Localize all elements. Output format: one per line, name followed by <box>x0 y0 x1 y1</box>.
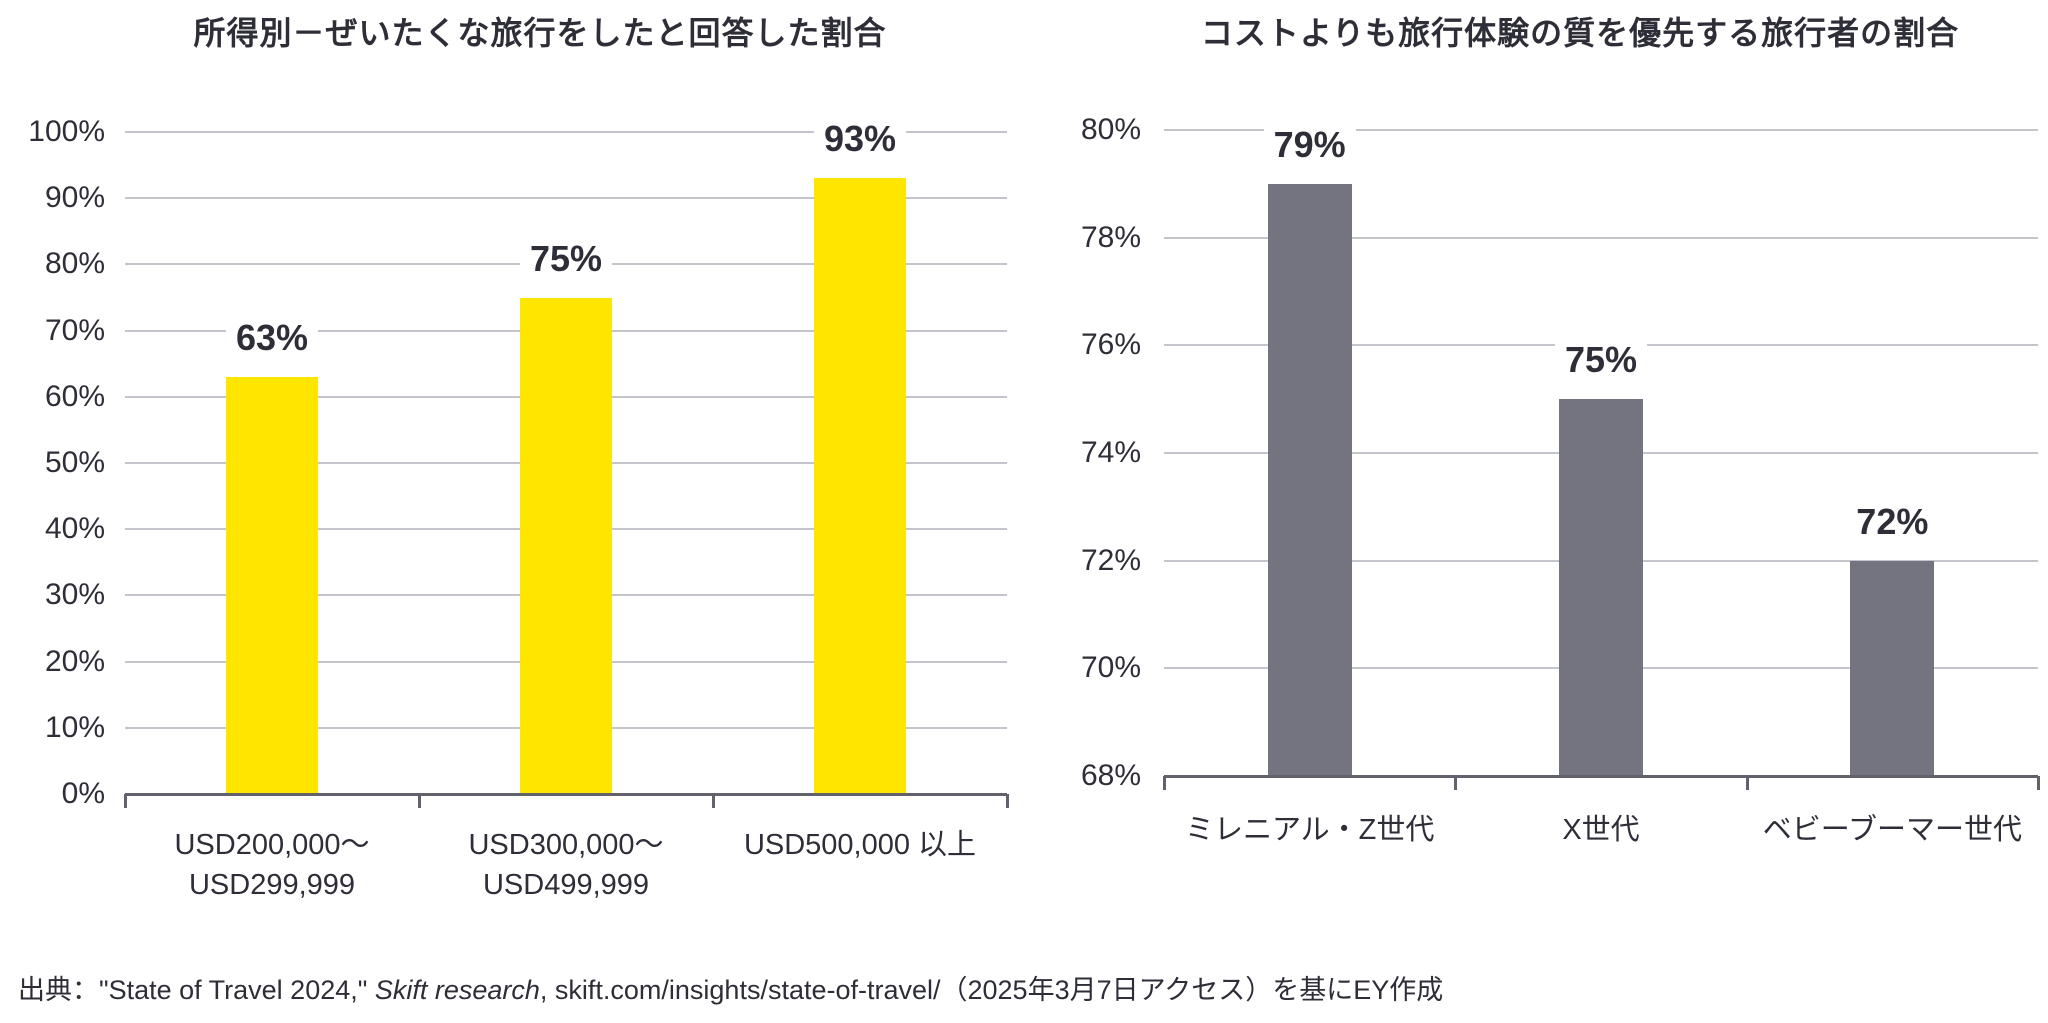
gridline <box>1164 236 2038 239</box>
y-axis-label: 90% <box>44 181 105 215</box>
bar <box>814 178 906 794</box>
bar-value-label: 72% <box>1846 502 1939 541</box>
category-label: ベビーブーマー世代 <box>1762 814 2022 846</box>
axis-tick <box>1745 776 1749 790</box>
gridline <box>125 197 1007 200</box>
bar <box>1559 399 1643 776</box>
y-axis-label: 10% <box>44 710 105 744</box>
source-publication: Skift research <box>374 975 540 1005</box>
bar <box>1850 560 1935 776</box>
gridline <box>125 131 1007 133</box>
y-axis-label: 50% <box>44 446 105 479</box>
bar <box>1267 183 1352 776</box>
y-axis-label: 40% <box>44 512 105 546</box>
category-label: X世代 <box>1562 814 1640 846</box>
source-text-suffix: , skift.com/insights/state-of-travel/（20… <box>539 975 1444 1005</box>
y-axis-label: 78% <box>1080 220 1141 254</box>
source-text-prefix: 出典："State of Travel 2024," <box>18 975 375 1005</box>
axis-tick <box>712 794 715 808</box>
bar <box>226 376 318 794</box>
category-label: ミレニアル・Z世代 <box>1184 814 1435 846</box>
y-axis-label: 70% <box>1080 651 1141 685</box>
y-axis-label: 80% <box>1080 113 1141 146</box>
source-note: 出典："State of Travel 2024," Skift researc… <box>18 968 1443 1007</box>
axis-tick <box>124 794 127 808</box>
axis-tick <box>1454 776 1458 790</box>
bar-value-label: 93% <box>813 120 907 159</box>
x-axis-line <box>1164 775 2038 778</box>
category-label: USD300,000～ USD499,999 <box>468 829 664 901</box>
y-axis-label: 60% <box>44 379 105 413</box>
y-axis-label: 80% <box>44 247 105 281</box>
bar-value-label: 63% <box>225 318 319 357</box>
y-axis-label: 70% <box>44 313 105 347</box>
category-label: USD200,000～ USD299,999 <box>174 829 370 901</box>
gridline <box>1164 129 2038 131</box>
x-axis-line <box>125 793 1007 796</box>
bar-value-label: 75% <box>1554 341 1648 380</box>
y-axis-label: 68% <box>1080 759 1141 792</box>
right-chart-title: コストよりも旅行体験の質を優先する旅行者の割合 <box>1200 15 1960 51</box>
y-axis-label: 20% <box>44 644 105 678</box>
left-chart-title: 所得別－ぜいたくな旅行をしたと回答した割合 <box>193 15 887 51</box>
category-label: USD500,000 以上 <box>743 829 977 861</box>
y-axis-label: 74% <box>1080 436 1141 469</box>
bar-value-label: 75% <box>519 239 613 278</box>
axis-tick <box>418 794 421 808</box>
bar-value-label: 79% <box>1263 125 1356 164</box>
y-axis-label: 0% <box>61 777 105 810</box>
axis-tick <box>1006 794 1009 808</box>
y-axis-label: 30% <box>44 578 105 612</box>
y-axis-label: 100% <box>28 115 105 148</box>
y-axis-label: 76% <box>1080 328 1141 362</box>
y-axis-label: 72% <box>1080 543 1141 577</box>
bar <box>520 297 612 794</box>
axis-tick <box>2037 776 2040 790</box>
axis-tick <box>1163 776 1166 790</box>
